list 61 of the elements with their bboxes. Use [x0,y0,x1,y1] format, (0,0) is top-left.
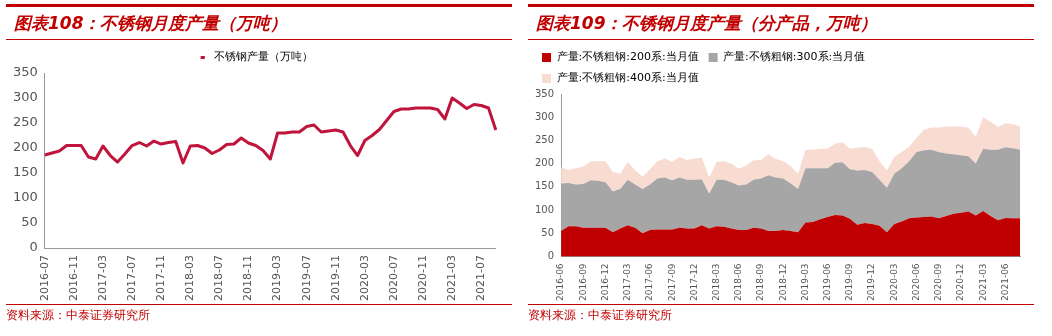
y-tick-label: 100 [12,189,38,205]
y-tick-label: 200 [12,139,38,155]
y-tick-label: 0 [29,239,38,255]
x-tick-label: 2019-11 [328,255,342,302]
y-tick-label: 150 [534,180,555,192]
x-tick-label: 2016-06 [555,263,566,302]
text: 资料来源：中泰证券研究所 [6,304,512,324]
chart-title: 图表108：不锈钢月度产量（万吨） [6,4,512,40]
y-tick-label: 300 [534,110,555,122]
legend-label: 产量:不锈粗钢:200系:当月值 [556,50,699,64]
x-tick-label: 2020-07 [386,255,400,302]
x-tick-label: 2021-07 [474,255,488,302]
x-tick-label: 2016-07 [37,255,51,302]
y-tick-label: 300 [12,89,38,105]
x-tick-label: 2017-03 [95,255,109,302]
x-tick-label: 2020-11 [415,255,429,302]
legend-label: 产量:不锈粗钢:300系:当月值 [723,50,866,64]
x-tick-label: 2016-09 [577,263,588,302]
x-tick-label: 2017-09 [666,263,677,302]
x-tick-label: 2020-09 [933,263,944,302]
legend-label: 产量:不锈粗钢:400系:当月值 [556,71,699,85]
y-tick-label: 350 [12,64,38,80]
y-tick-label: 250 [12,114,38,130]
x-tick-label: 2021-06 [999,263,1010,302]
x-tick-label: 2017-07 [124,255,138,302]
x-tick-label: 2017-12 [688,263,699,302]
x-tick-label: 2020-06 [910,263,921,302]
chart-title: 图表109：不锈钢月度产量（分产品，万吨） [528,4,1034,40]
x-tick-label: 2018-03 [710,263,721,302]
x-tick-label: 2018-12 [777,263,788,302]
text: 资料来源：中泰证券研究所 [528,304,1034,324]
x-tick-label: 2019-09 [844,263,855,302]
x-tick-label: 2016-11 [66,255,80,302]
y-tick-label: 0 [547,249,555,261]
x-tick-label: 2019-03 [799,263,810,302]
x-tick-label: 2019-12 [866,263,877,302]
y-tick-label: 100 [534,203,555,215]
y-tick-label: 50 [21,214,38,230]
x-tick-label: 2019-07 [299,255,313,302]
x-tick-label: 2019-06 [822,263,833,302]
x-tick-label: 2018-03 [183,255,197,302]
x-tick-label: 2017-11 [154,255,168,302]
x-tick-label: 2017-06 [644,263,655,302]
y-tick-label: 250 [534,133,555,145]
legend-label: 不锈钢产量（万吨） [213,50,313,64]
y-tick-label: 350 [534,87,555,99]
x-tick-label: 2017-03 [622,263,633,302]
x-tick-label: 2018-06 [733,263,744,302]
x-tick-label: 2020-03 [888,263,899,302]
x-tick-label: 2021-03 [977,263,988,302]
x-tick-label: 2018-09 [755,263,766,302]
x-tick-label: 2018-07 [212,255,226,302]
y-tick-label: 200 [534,157,555,169]
x-tick-label: 2021-03 [445,255,459,302]
x-tick-label: 2018-11 [241,255,255,302]
y-tick-label: 150 [12,164,38,180]
x-tick-label: 2019-03 [270,255,284,302]
y-tick-label: 50 [541,226,555,238]
x-tick-label: 2020-03 [357,255,371,302]
x-tick-label: 2020-12 [955,263,966,302]
x-tick-label: 2016-12 [599,263,610,302]
